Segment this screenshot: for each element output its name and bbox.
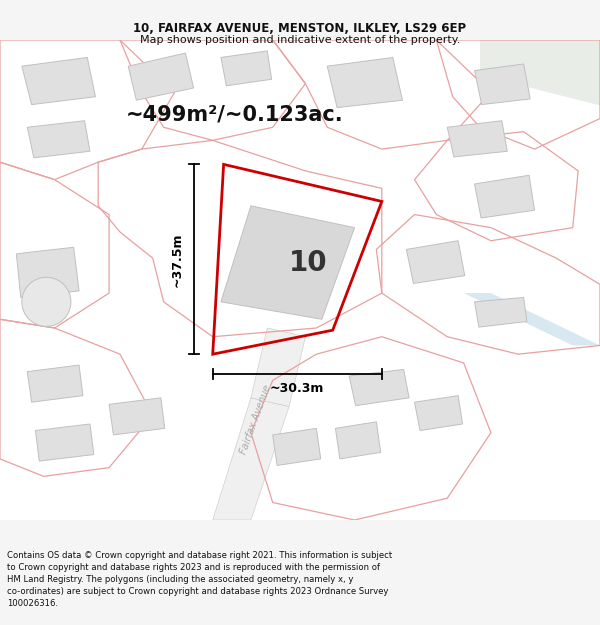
Polygon shape [109,398,165,435]
Text: 100026316.: 100026316. [7,599,58,608]
Polygon shape [27,365,83,402]
Polygon shape [213,398,289,520]
Polygon shape [335,422,381,459]
Polygon shape [128,53,194,100]
Polygon shape [221,51,272,86]
Polygon shape [16,248,79,298]
Text: ~37.5m: ~37.5m [170,232,184,286]
Polygon shape [27,121,90,158]
Polygon shape [273,428,321,466]
Text: 10: 10 [289,249,328,276]
Text: Map shows position and indicative extent of the property.: Map shows position and indicative extent… [140,35,460,45]
Polygon shape [415,396,463,431]
Text: HM Land Registry. The polygons (including the associated geometry, namely x, y: HM Land Registry. The polygons (includin… [7,575,353,584]
Polygon shape [475,175,535,218]
Text: Contains OS data © Crown copyright and database right 2021. This information is : Contains OS data © Crown copyright and d… [7,551,392,560]
Text: ~30.3m: ~30.3m [270,382,325,395]
Polygon shape [475,64,530,104]
Polygon shape [22,58,95,104]
Polygon shape [35,424,94,461]
Polygon shape [251,328,305,406]
Text: 10, FAIRFAX AVENUE, MENSTON, ILKLEY, LS29 6EP: 10, FAIRFAX AVENUE, MENSTON, ILKLEY, LS2… [133,22,467,35]
Polygon shape [464,293,600,346]
Polygon shape [221,206,355,319]
Circle shape [22,278,71,326]
Polygon shape [480,40,600,106]
Polygon shape [406,241,465,284]
Polygon shape [475,298,527,327]
Text: to Crown copyright and database rights 2023 and is reproduced with the permissio: to Crown copyright and database rights 2… [7,563,380,572]
Polygon shape [447,121,507,157]
Polygon shape [327,58,403,108]
Text: Fairfax Avenue: Fairfax Avenue [238,384,272,456]
Text: co-ordinates) are subject to Crown copyright and database rights 2023 Ordnance S: co-ordinates) are subject to Crown copyr… [7,587,389,596]
Text: ~499m²/~0.123ac.: ~499m²/~0.123ac. [126,104,343,124]
Polygon shape [349,369,409,406]
